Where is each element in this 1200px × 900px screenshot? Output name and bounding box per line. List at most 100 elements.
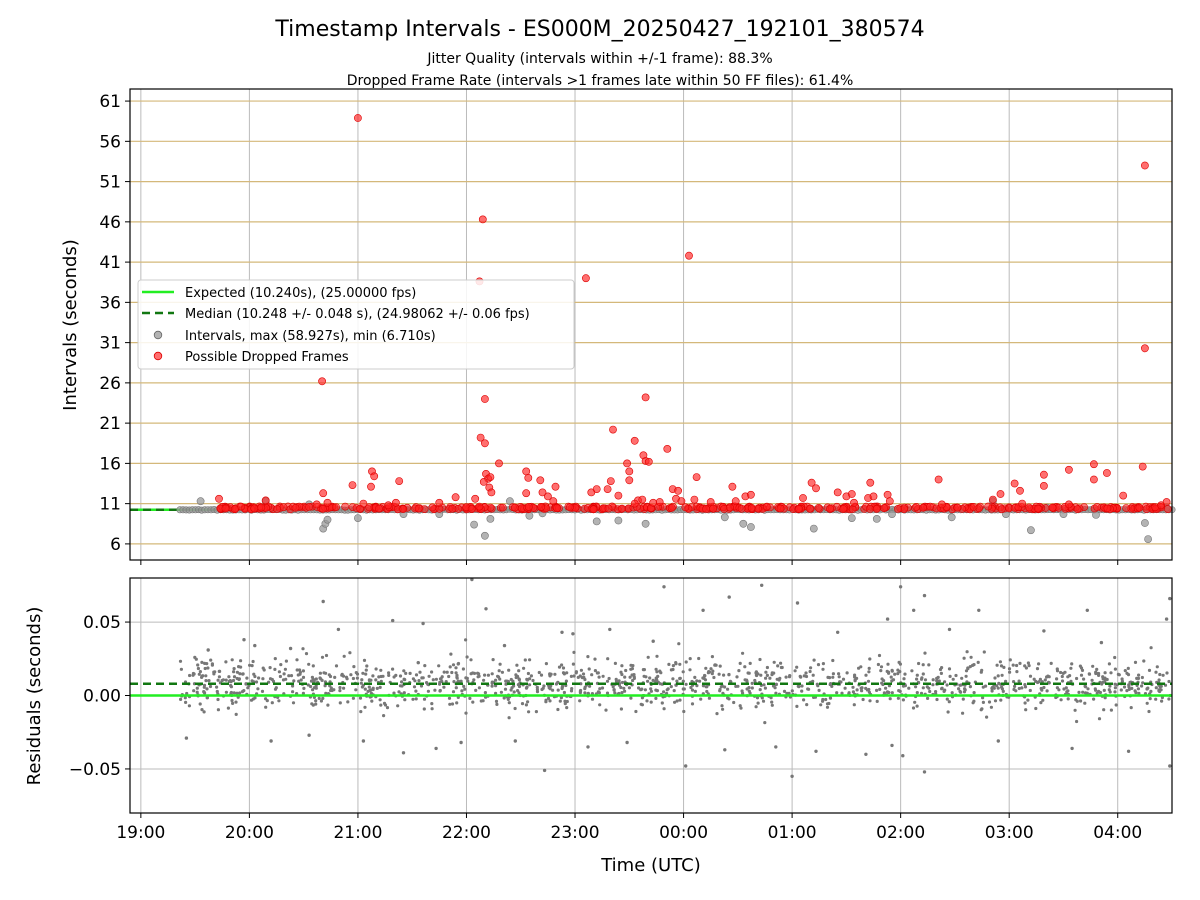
- dropped-frame-point: [566, 503, 574, 512]
- intervals-y-tick-label: 6: [110, 535, 121, 555]
- residual-point: [987, 700, 992, 704]
- residual-point: [990, 686, 994, 691]
- dropped-frame-point: [273, 505, 281, 513]
- residual-point: [539, 673, 544, 677]
- residual-point: [215, 689, 219, 694]
- dropped-frame-point: [522, 467, 531, 476]
- residual-point: [179, 697, 183, 702]
- residual-point: [1023, 685, 1028, 689]
- residual-point: [349, 673, 353, 677]
- residual-point: [184, 700, 188, 705]
- residual-point: [782, 689, 787, 694]
- dropped-frame-point: [625, 467, 634, 476]
- residual-point: [935, 679, 939, 683]
- residual-point: [232, 675, 237, 679]
- residual-point: [993, 699, 998, 703]
- residual-point: [224, 690, 228, 694]
- residual-point: [623, 689, 627, 693]
- residual-point: [442, 685, 446, 689]
- residual-point: [326, 703, 330, 707]
- residual-point: [723, 685, 727, 689]
- interval-point: [872, 515, 881, 523]
- residual-point: [654, 688, 658, 692]
- residual-point: [378, 685, 382, 690]
- residual-point: [529, 674, 534, 678]
- interval-point: [1141, 519, 1149, 527]
- residual-point: [352, 665, 356, 669]
- residual-point: [770, 700, 774, 704]
- residual-point: [649, 687, 653, 691]
- residual-point: [379, 703, 383, 707]
- dropped-frame-point: [261, 496, 270, 505]
- residual-point: [264, 705, 268, 709]
- residual-point: [321, 696, 325, 701]
- residual-point: [544, 700, 548, 704]
- residual-point: [379, 668, 383, 672]
- residual-point: [726, 696, 730, 700]
- residual-point: [737, 669, 741, 673]
- residual-point: [673, 700, 677, 704]
- residual-point: [344, 675, 349, 679]
- dropped-frame-point: [795, 504, 803, 513]
- x-tick-label: 00:00: [659, 823, 708, 843]
- dropped-frame-point: [614, 491, 623, 500]
- residual-point: [572, 650, 576, 655]
- intervals-y-tick-label: 31: [99, 334, 121, 354]
- residual-point: [1060, 674, 1064, 679]
- residual-point: [412, 685, 417, 689]
- residual-point: [593, 657, 597, 661]
- residual-point: [884, 686, 888, 690]
- dropped-frame-point: [537, 502, 545, 511]
- residual-point: [505, 679, 509, 683]
- residual-point: [495, 702, 499, 707]
- residual-point: [717, 672, 721, 676]
- residual-point: [456, 679, 460, 683]
- residual-point: [296, 673, 300, 677]
- residual-point: [298, 668, 302, 672]
- time-x-ticks: 19:00 20:00 21:00 22:00 23:00 00:00 01:00 02:00…: [116, 813, 1142, 843]
- dropped-frame-point: [230, 505, 239, 513]
- residual-point: [273, 657, 277, 661]
- residual-point: [979, 708, 983, 712]
- residual-point: [414, 673, 419, 677]
- dropped-frame-point: [414, 504, 423, 513]
- residual-point: [192, 689, 196, 693]
- residual-point: [688, 657, 692, 661]
- residual-point: [301, 675, 306, 680]
- residual-point: [699, 697, 703, 701]
- residual-point: [639, 688, 643, 692]
- residual-point: [426, 689, 430, 693]
- residual-point: [684, 764, 688, 768]
- residual-point: [765, 673, 770, 678]
- residual-point: [1002, 665, 1006, 670]
- residual-point: [1083, 691, 1088, 695]
- residual-point: [416, 661, 420, 665]
- residual-point: [385, 706, 390, 710]
- residual-point: [1137, 691, 1141, 696]
- residual-point: [927, 663, 931, 667]
- residual-point: [705, 689, 709, 694]
- residual-point: [1148, 697, 1152, 701]
- residual-point: [630, 673, 634, 677]
- residual-point: [557, 665, 562, 669]
- interval-point: [1092, 511, 1100, 519]
- residual-point: [401, 751, 406, 755]
- residual-point: [402, 669, 406, 673]
- residual-point: [494, 691, 498, 695]
- residual-point: [923, 651, 927, 655]
- residual-point: [470, 577, 474, 582]
- residual-point: [590, 697, 595, 701]
- residual-point: [1133, 660, 1138, 665]
- residual-point: [641, 668, 646, 672]
- residual-point: [306, 683, 310, 687]
- residual-point: [921, 672, 925, 676]
- residual-point: [282, 672, 286, 676]
- residual-point: [875, 688, 879, 693]
- residual-point: [646, 655, 650, 659]
- residual-point: [1149, 689, 1153, 694]
- residual-point: [935, 676, 939, 680]
- dropped-frame-point: [618, 504, 626, 513]
- dropped-frame-point: [826, 504, 834, 513]
- residual-point: [1140, 684, 1144, 688]
- residual-point: [312, 679, 316, 683]
